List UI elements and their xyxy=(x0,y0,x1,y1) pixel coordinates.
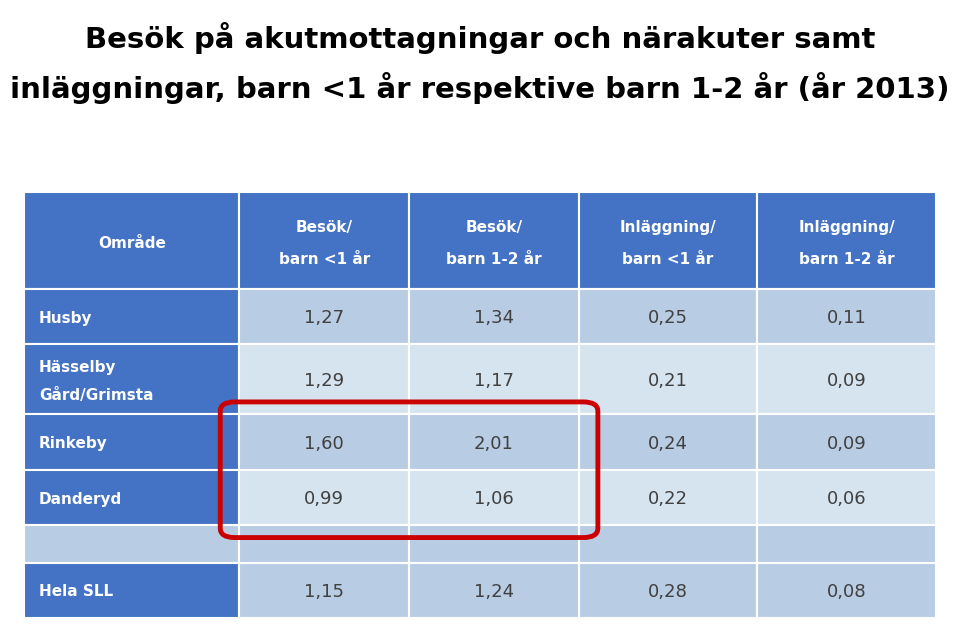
Text: inläggningar, barn <1 år respektive barn 1-2 år (år 2013): inläggningar, barn <1 år respektive barn… xyxy=(11,72,949,104)
Text: Husby: Husby xyxy=(39,311,92,326)
Text: Rinkeby: Rinkeby xyxy=(39,436,108,452)
Text: Hela SLL: Hela SLL xyxy=(39,585,113,600)
Text: Inläggning/: Inläggning/ xyxy=(799,220,896,235)
Text: Besök på akutmottagningar och närakuter samt: Besök på akutmottagningar och närakuter … xyxy=(84,22,876,54)
Text: 1,34: 1,34 xyxy=(474,309,514,327)
Text: 0,24: 0,24 xyxy=(648,435,688,453)
Text: 0,25: 0,25 xyxy=(648,309,688,327)
Text: Område: Område xyxy=(98,236,166,251)
Text: 1,06: 1,06 xyxy=(474,490,514,508)
Text: Hässelby: Hässelby xyxy=(39,360,116,375)
Text: 0,09: 0,09 xyxy=(827,435,867,453)
Text: barn <1 år: barn <1 år xyxy=(622,252,713,267)
Text: 0,08: 0,08 xyxy=(827,583,867,601)
Text: Inläggning/: Inläggning/ xyxy=(619,220,716,235)
Text: barn 1-2 år: barn 1-2 år xyxy=(799,252,895,267)
Text: 0,28: 0,28 xyxy=(648,583,688,601)
Text: 0,21: 0,21 xyxy=(648,372,688,391)
Text: 1,24: 1,24 xyxy=(474,583,514,601)
Text: 1,29: 1,29 xyxy=(304,372,345,391)
Text: Besök/: Besök/ xyxy=(466,220,522,235)
Text: 1,17: 1,17 xyxy=(474,372,514,391)
Text: 1,15: 1,15 xyxy=(304,583,345,601)
Text: 0,11: 0,11 xyxy=(827,309,867,327)
Text: barn <1 år: barn <1 år xyxy=(278,252,370,267)
Text: barn 1-2 år: barn 1-2 år xyxy=(446,252,541,267)
Text: Gård/Grimsta: Gård/Grimsta xyxy=(39,388,154,403)
Text: 0,06: 0,06 xyxy=(827,490,867,508)
Text: 0,99: 0,99 xyxy=(304,490,345,508)
Text: Danderyd: Danderyd xyxy=(39,492,122,507)
Text: 0,22: 0,22 xyxy=(648,490,688,508)
Text: 1,27: 1,27 xyxy=(304,309,345,327)
Text: 0,09: 0,09 xyxy=(827,372,867,391)
Text: 1,60: 1,60 xyxy=(304,435,344,453)
Text: 2,01: 2,01 xyxy=(474,435,514,453)
Text: Besök/: Besök/ xyxy=(296,220,353,235)
